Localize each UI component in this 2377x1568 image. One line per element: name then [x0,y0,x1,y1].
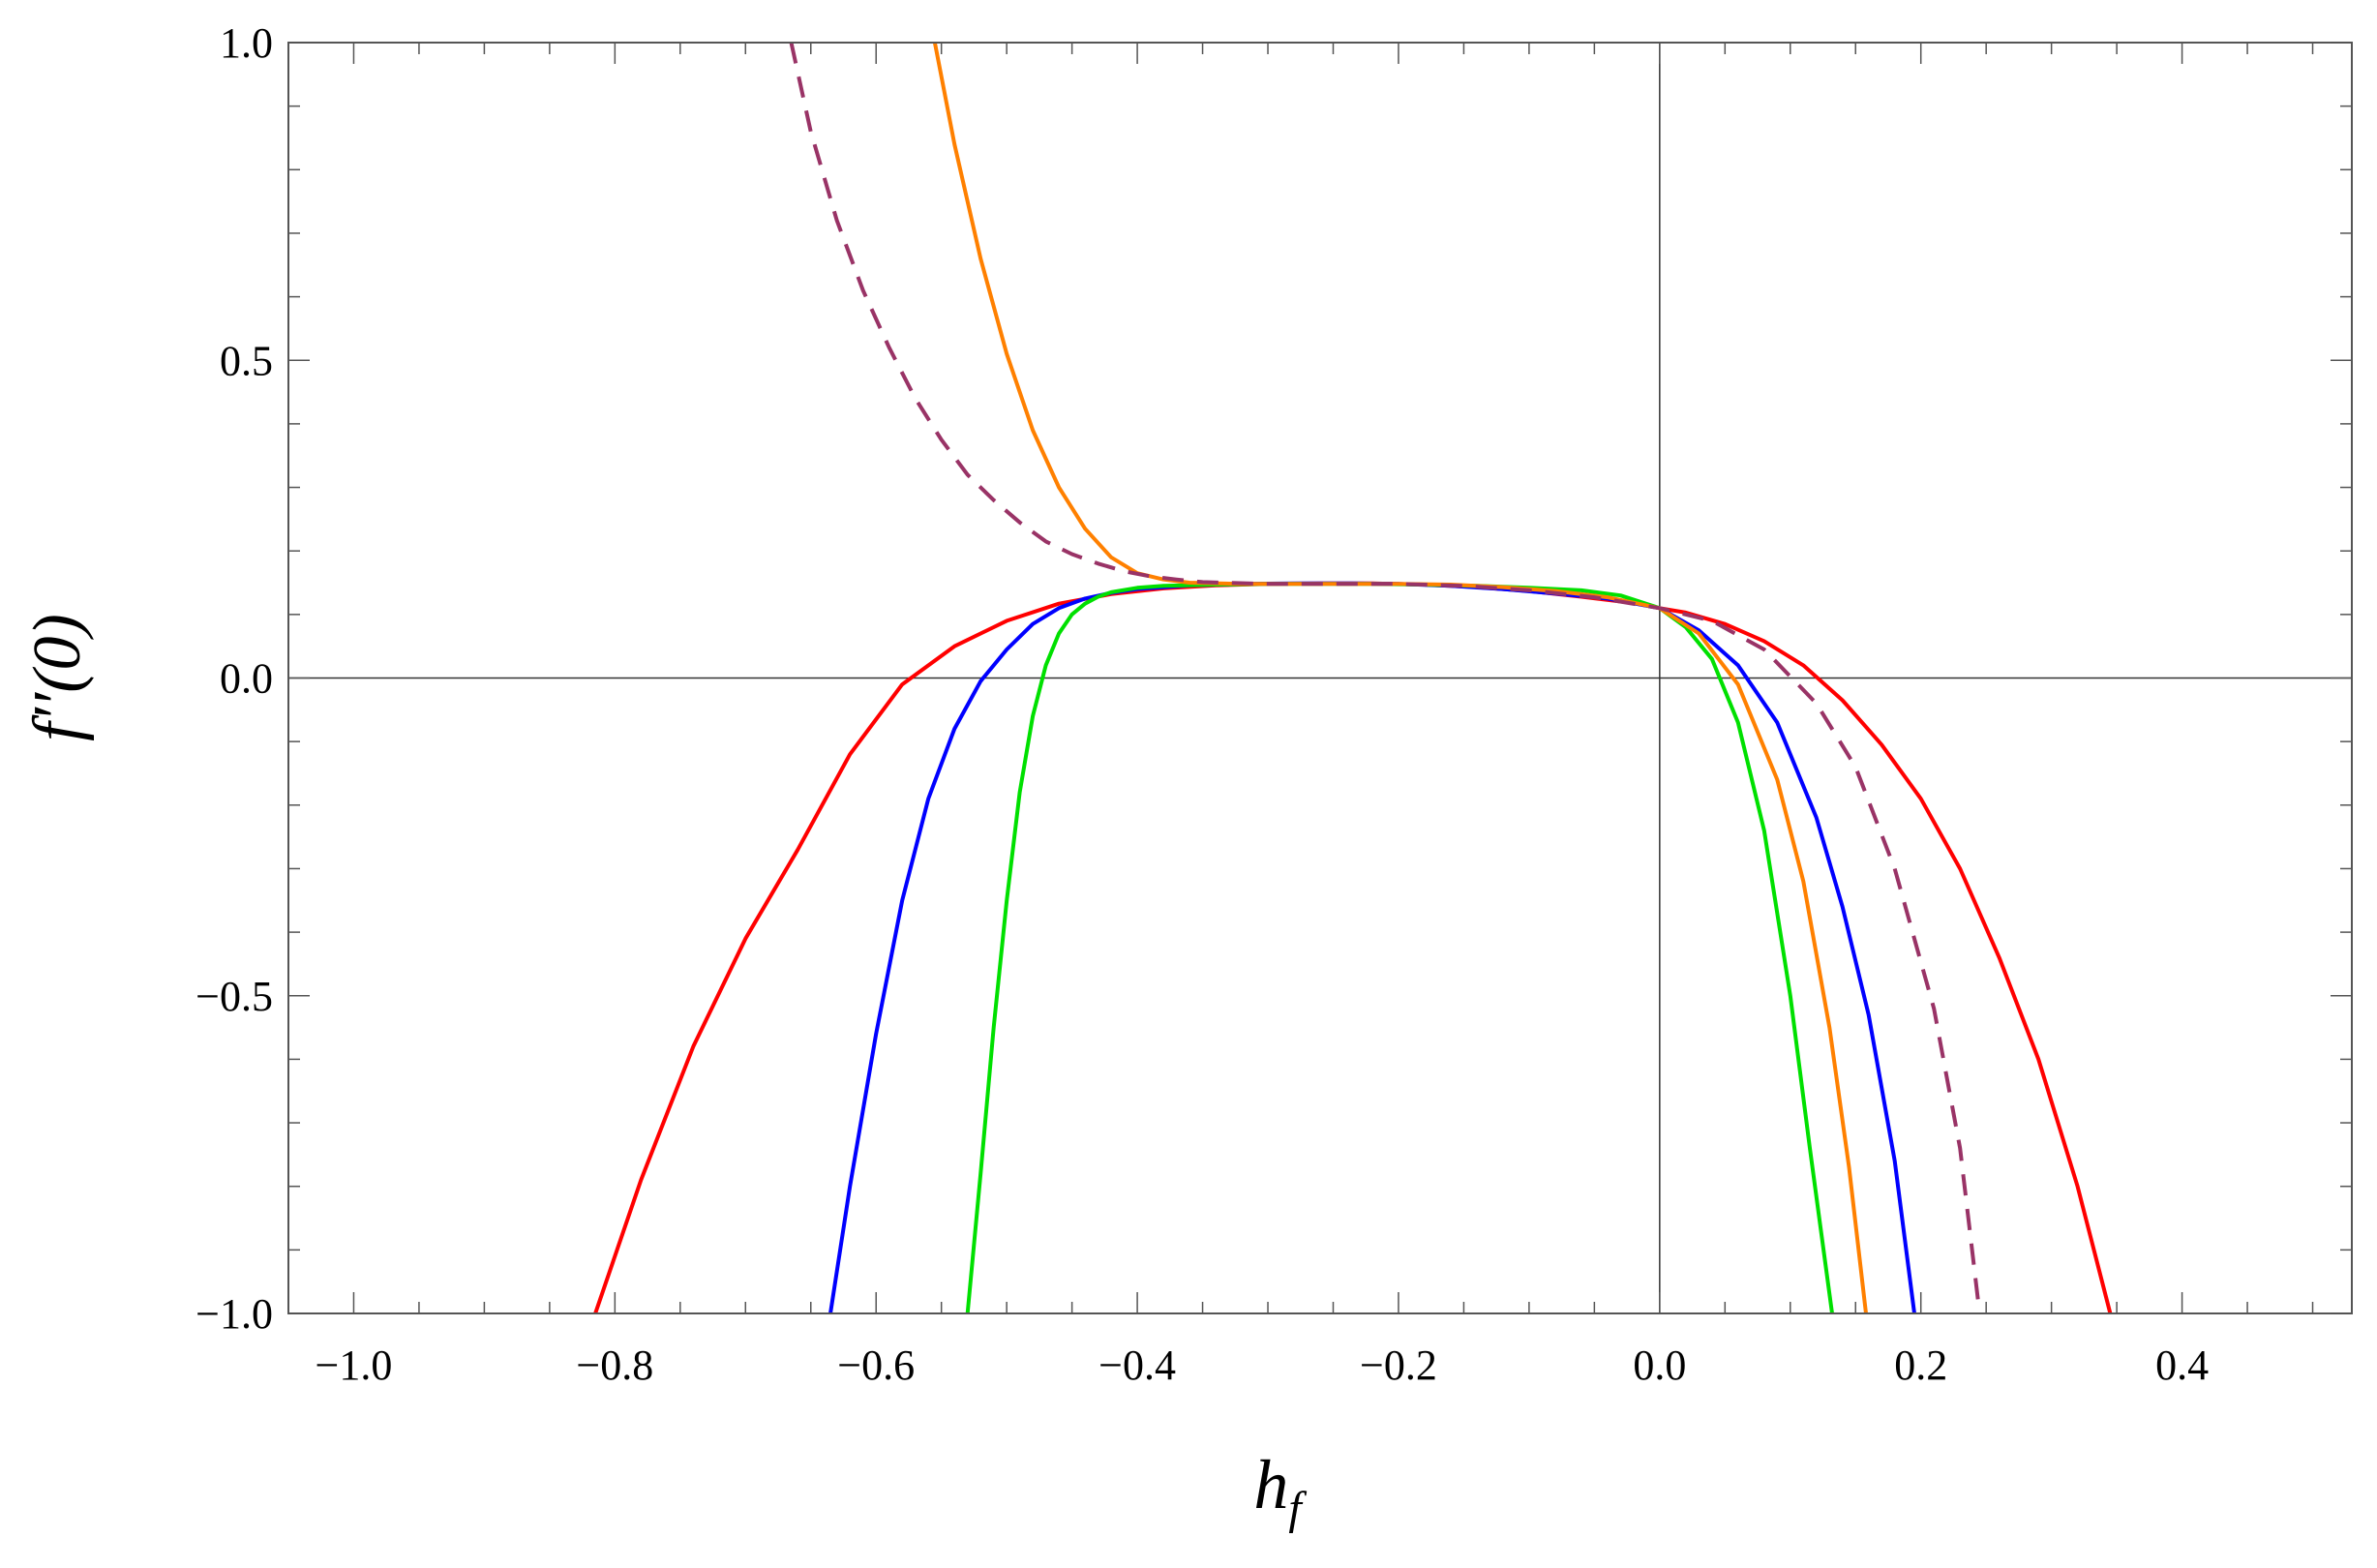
x-tick-label: −0.6 [837,1342,915,1389]
series-layer [593,43,2113,1313]
y-tick-label: 0.5 [220,337,273,384]
tick-labels: −1.0 −0.8 −0.6 −0.4 −0.2 0.0 0.2 0.4 −1.0 −0.5 0.0… [196,19,2209,1389]
x-tick-label: −0.4 [1098,1342,1176,1389]
ticks-layer [288,42,2352,1314]
y-tick-label: 1.0 [220,19,273,67]
y-tick-label: −0.5 [196,973,273,1020]
x-tick-label: −0.2 [1360,1342,1437,1389]
x-tick-label: 0.4 [2155,1342,2209,1389]
x-axis-title: hf [1253,1446,1307,1534]
x-tick-label: 0.0 [1633,1342,1686,1389]
x-axis-title-main: h [1253,1446,1288,1523]
axes-lines [288,43,2352,1313]
y-tick-label: −1.0 [196,1290,273,1338]
x-tick-label: 0.2 [1894,1342,1947,1389]
x-tick-label: −1.0 [316,1342,393,1389]
y-tick-label: 0.0 [220,655,273,703]
x-tick-label: −0.8 [576,1342,653,1389]
y-axis-title: f′′(0) [20,614,95,741]
series-line-5 [789,43,1982,1313]
